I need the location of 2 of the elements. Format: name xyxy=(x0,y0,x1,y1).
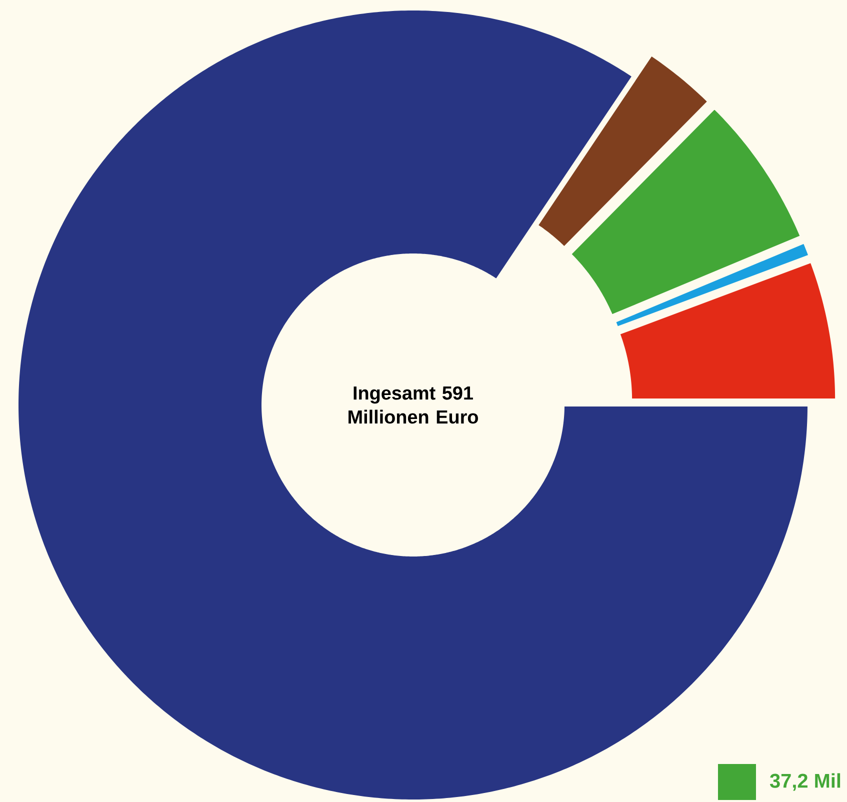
text: Ingesamt 591 Millionen Euro xyxy=(348,386,478,424)
legend-label: 37,2 Mil xyxy=(770,773,840,791)
